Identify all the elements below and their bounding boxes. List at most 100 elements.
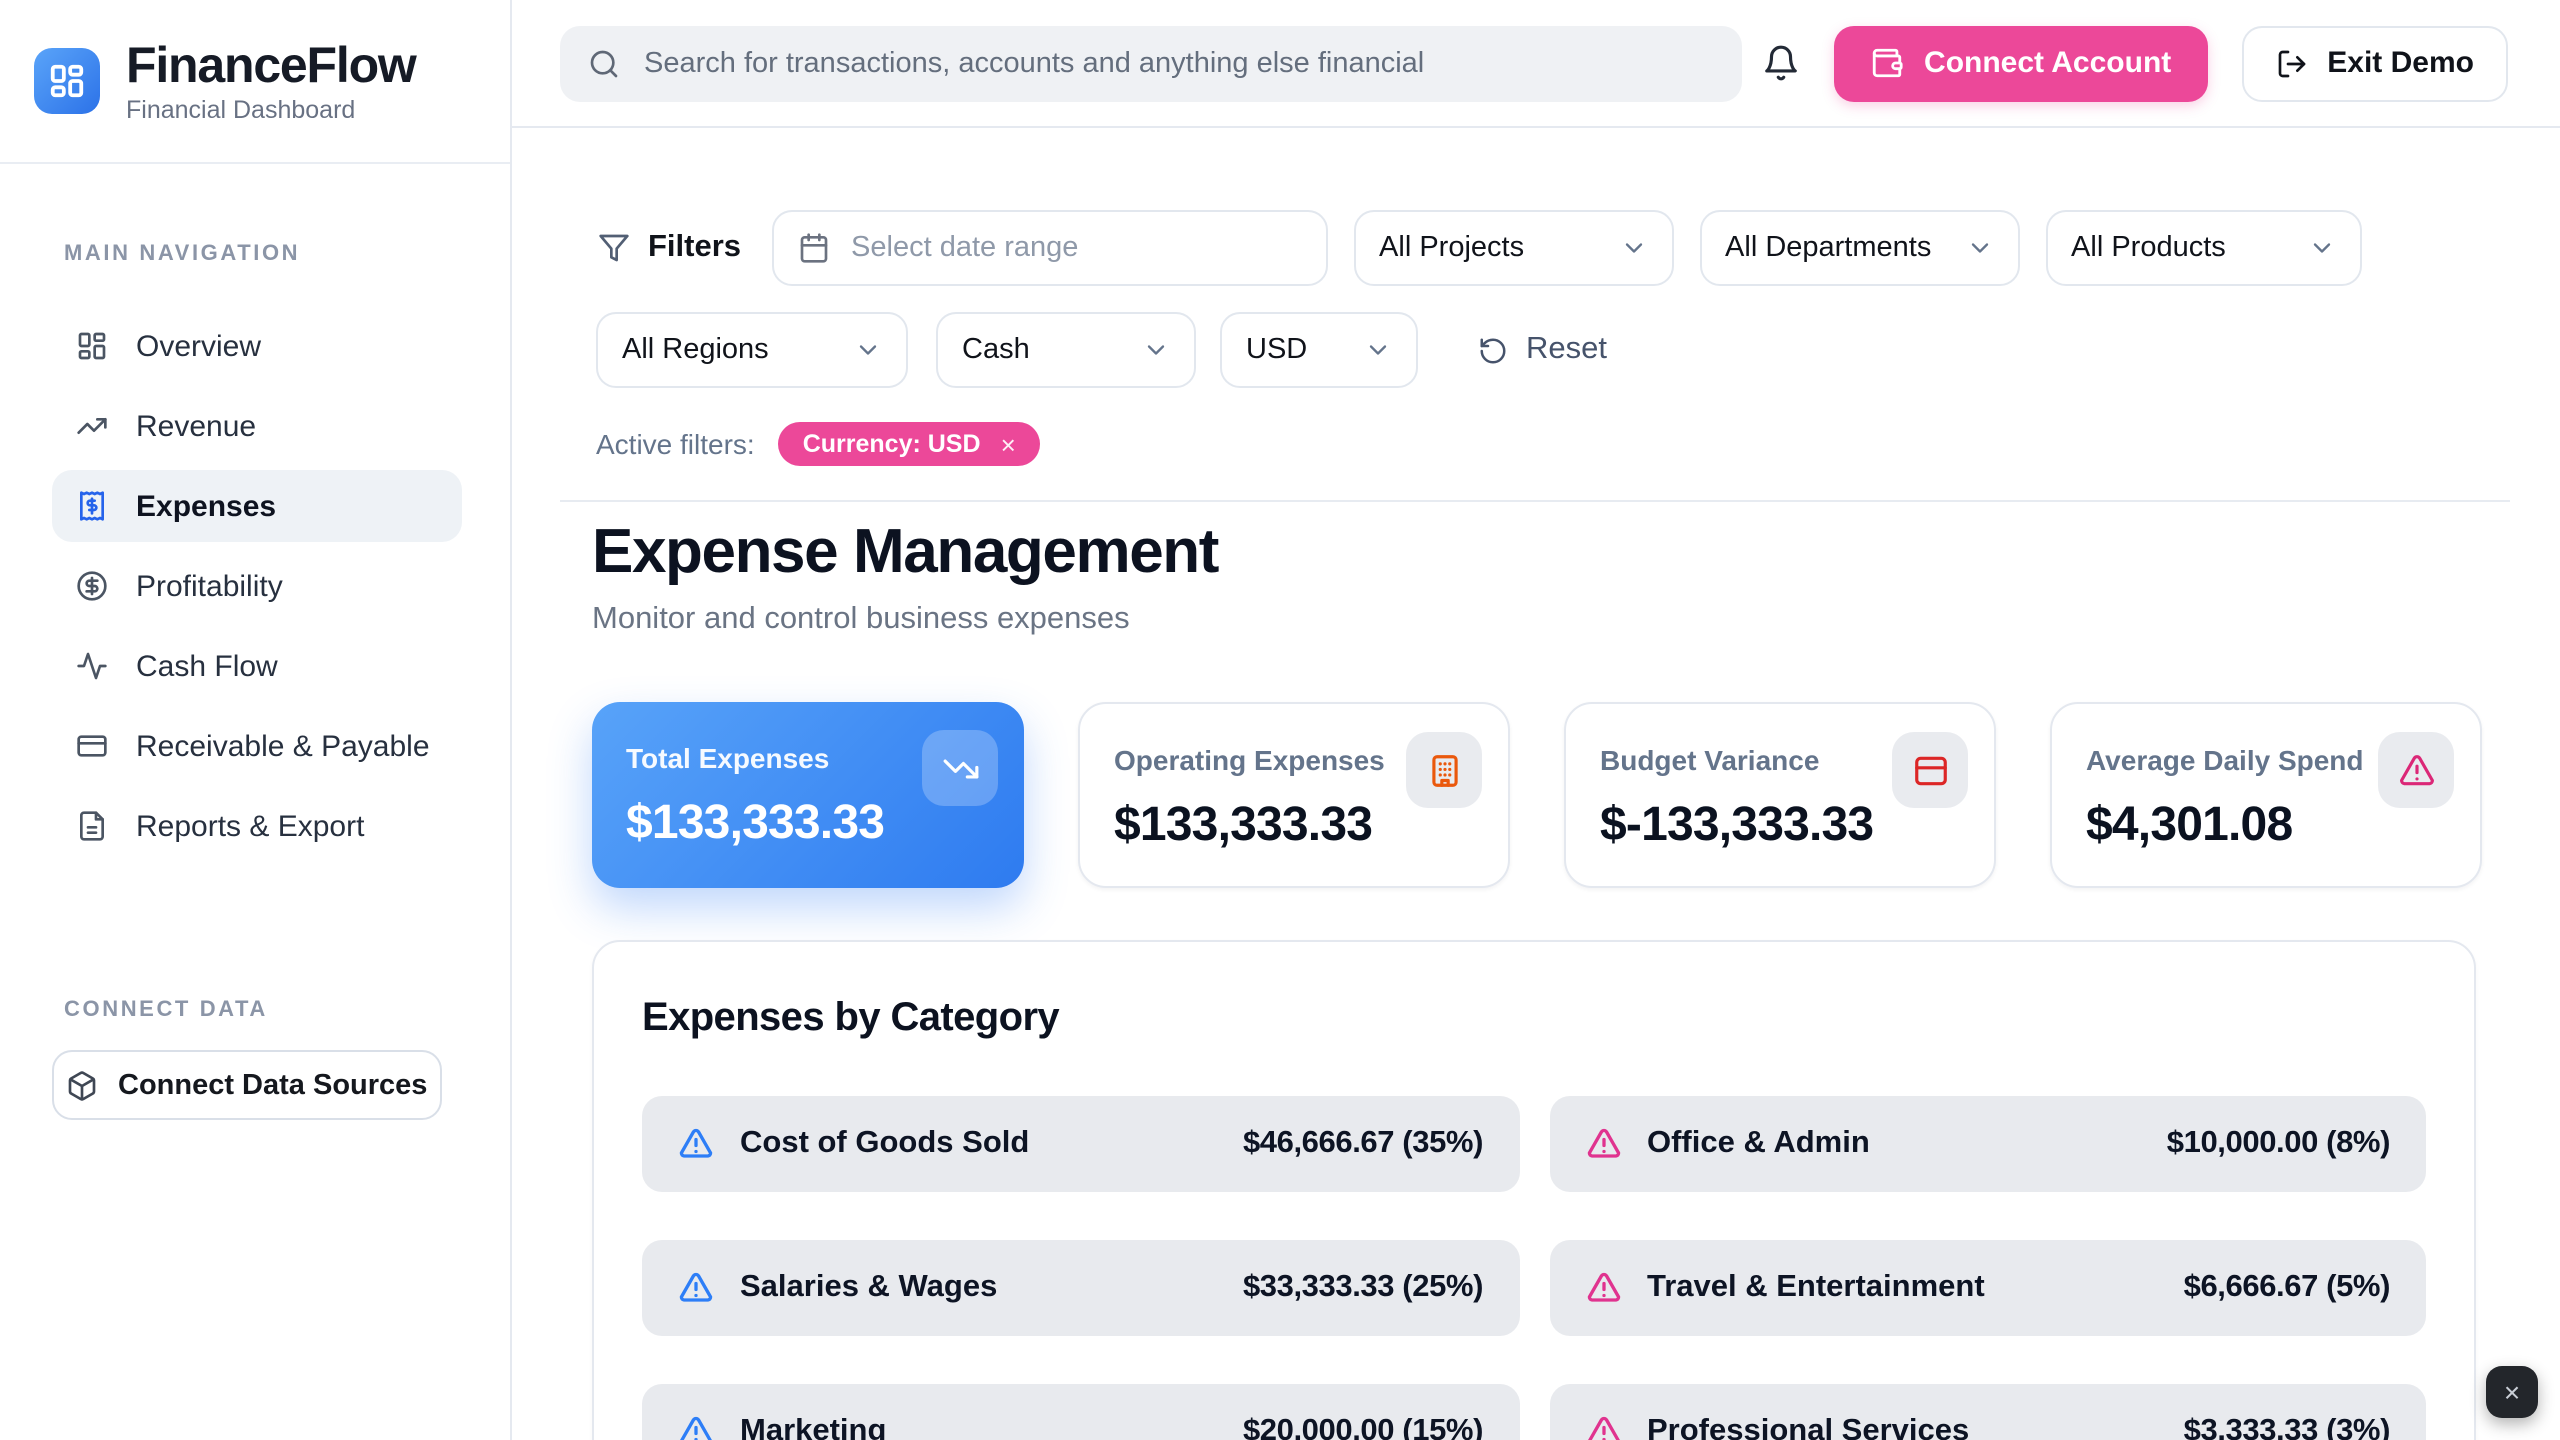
credit-card-icon: [77, 735, 107, 757]
stat-icon-box: [1892, 732, 1968, 808]
category-name: Professional Services: [1647, 1414, 1970, 1440]
sidebar-item-expenses[interactable]: Expenses: [52, 470, 462, 542]
sidebar-item-profitability[interactable]: Profitability: [52, 550, 462, 622]
category-value: $46,666.67 (35%): [1242, 1126, 1483, 1160]
chevron-down-icon: [1369, 345, 1387, 355]
dollar-circle-icon: [77, 571, 107, 601]
currency-select[interactable]: USD: [1220, 312, 1418, 388]
sidebar-item-label: Profitability: [136, 569, 283, 603]
stat-value: $133,333.33: [626, 796, 885, 850]
reset-label: Reset: [1526, 332, 1607, 366]
stat-value: $4,301.08: [2086, 798, 2293, 852]
category-value: $33,333.33 (25%): [1242, 1270, 1483, 1304]
category-value: $3,333.33 (3%): [2183, 1414, 2391, 1440]
stat-cards: Total Expenses $133,333.33 Operating Exp…: [592, 702, 2482, 888]
reset-filters-button[interactable]: Reset: [1466, 330, 1619, 370]
regions-select[interactable]: All Regions: [596, 312, 908, 388]
search-input[interactable]: [640, 45, 1714, 81]
sidebar-item-label: Expenses: [136, 489, 277, 523]
sidebar-item-label: Reports & Export: [136, 809, 365, 843]
expenses-by-category-title: Expenses by Category: [642, 996, 1060, 1040]
chevron-down-icon: [1970, 243, 1988, 253]
connect-account-button[interactable]: Connect Account: [1834, 25, 2208, 101]
chevron-down-icon: [859, 345, 877, 355]
category-row-professional-services: Professional Services $3,333.33 (3%): [1549, 1384, 2426, 1440]
connect-data-sources-button[interactable]: Connect Data Sources: [52, 1050, 442, 1120]
stat-icon-box: [1406, 732, 1482, 808]
category-value: $20,000.00 (15%): [1242, 1414, 1483, 1440]
active-filters-label: Active filters:: [596, 428, 755, 460]
category-name: Marketing: [740, 1414, 887, 1440]
sidebar-item-revenue[interactable]: Revenue: [52, 390, 462, 462]
sidebar-item-receivable-payable[interactable]: Receivable & Payable: [52, 710, 462, 782]
sidebar-item-reports-export[interactable]: Reports & Export: [52, 790, 462, 862]
brand: FinanceFlow Financial Dashboard: [0, 0, 510, 164]
stat-value: $133,333.33: [1114, 798, 1373, 852]
stat-icon-box: [922, 730, 998, 806]
sidebar-item-cash-flow[interactable]: Cash Flow: [52, 630, 462, 702]
alert-triangle-icon: [679, 1128, 713, 1158]
chip-remove-icon[interactable]: ×: [1000, 429, 1016, 459]
payment-method-select-value: Cash: [962, 334, 1030, 366]
chevron-down-icon: [1147, 345, 1165, 355]
departments-select-value: All Departments: [1725, 232, 1932, 264]
connect-data-sources-label: Connect Data Sources: [118, 1069, 428, 1101]
currency-select-value: USD: [1246, 334, 1308, 366]
projects-select[interactable]: All Projects: [1353, 210, 1674, 286]
dashboard-icon: [78, 332, 106, 360]
notifications-button[interactable]: [1762, 44, 1800, 82]
dashboard-logo-icon: [50, 64, 84, 98]
close-icon: ×: [2503, 1376, 2521, 1408]
app-logo: [34, 48, 100, 114]
connect-account-label: Connect Account: [1924, 46, 2172, 80]
main-navigation: Overview Revenue Expenses Profitability …: [52, 310, 462, 862]
stat-label: Budget Variance: [1600, 744, 1820, 776]
filter-chip-label: Currency: USD: [802, 430, 981, 458]
category-row-travel-entertainment: Travel & Entertainment $6,666.67 (5%): [1549, 1240, 2426, 1336]
sidebar-item-overview[interactable]: Overview: [52, 310, 462, 382]
exit-demo-label: Exit Demo: [2327, 46, 2474, 80]
section-divider: [560, 500, 2510, 502]
sidebar-item-label: Cash Flow: [136, 649, 278, 683]
active-filters-row: Active filters: Currency: USD ×: [596, 422, 1040, 466]
page-subtitle: Monitor and control business expenses: [592, 602, 1130, 636]
alert-triangle-icon: [1586, 1272, 1620, 1302]
stat-card-operating-expenses: Operating Expenses $133,333.33: [1078, 702, 1510, 888]
alert-triangle-icon: [679, 1272, 713, 1302]
alert-triangle-icon: [680, 1416, 712, 1440]
category-row-salaries-wages: Salaries & Wages $33,333.33 (25%): [642, 1240, 1519, 1336]
search-icon: [590, 49, 618, 77]
credit-card-icon: [1914, 755, 1946, 785]
close-widget-button[interactable]: ×: [2486, 1366, 2538, 1418]
trending-up-icon: [77, 418, 107, 434]
log-out-icon: [2277, 49, 2305, 77]
chevron-down-icon: [2312, 243, 2330, 253]
stat-card-total-expenses: Total Expenses $133,333.33: [592, 702, 1024, 888]
activity-icon: [77, 652, 107, 680]
products-select-value: All Products: [2071, 232, 2226, 264]
category-value: $6,666.67 (5%): [2183, 1270, 2391, 1304]
date-range-field[interactable]: [771, 210, 1328, 286]
chevron-down-icon: [1624, 243, 1642, 253]
category-name: Cost of Goods Sold: [740, 1126, 1030, 1160]
category-grid: Cost of Goods Sold $46,666.67 (35%) Offi…: [642, 1096, 2426, 1440]
exit-demo-button[interactable]: Exit Demo: [2241, 25, 2508, 101]
filters-title: Filters: [598, 230, 741, 266]
products-select[interactable]: All Products: [2045, 210, 2362, 286]
date-range-input[interactable]: [847, 230, 1302, 266]
payment-method-select[interactable]: Cash: [936, 312, 1196, 388]
package-icon: [68, 1070, 96, 1100]
projects-select-value: All Projects: [1379, 232, 1525, 264]
file-text-icon: [80, 811, 104, 841]
stat-card-average-daily-spend: Average Daily Spend $4,301.08: [2050, 702, 2482, 888]
search-box: [560, 25, 1742, 101]
category-name: Salaries & Wages: [740, 1270, 998, 1304]
filter-chip-currency-usd[interactable]: Currency: USD ×: [778, 422, 1040, 466]
filters-row-2: All Regions Cash USD Reset: [596, 312, 1619, 388]
rotate-ccw-icon: [1480, 337, 1506, 363]
app-tagline: Financial Dashboard: [126, 95, 356, 123]
departments-select[interactable]: All Departments: [1699, 210, 2020, 286]
stat-label: Total Expenses: [626, 742, 830, 774]
app-title: FinanceFlow: [126, 37, 417, 93]
sidebar-item-label: Overview: [136, 329, 262, 363]
